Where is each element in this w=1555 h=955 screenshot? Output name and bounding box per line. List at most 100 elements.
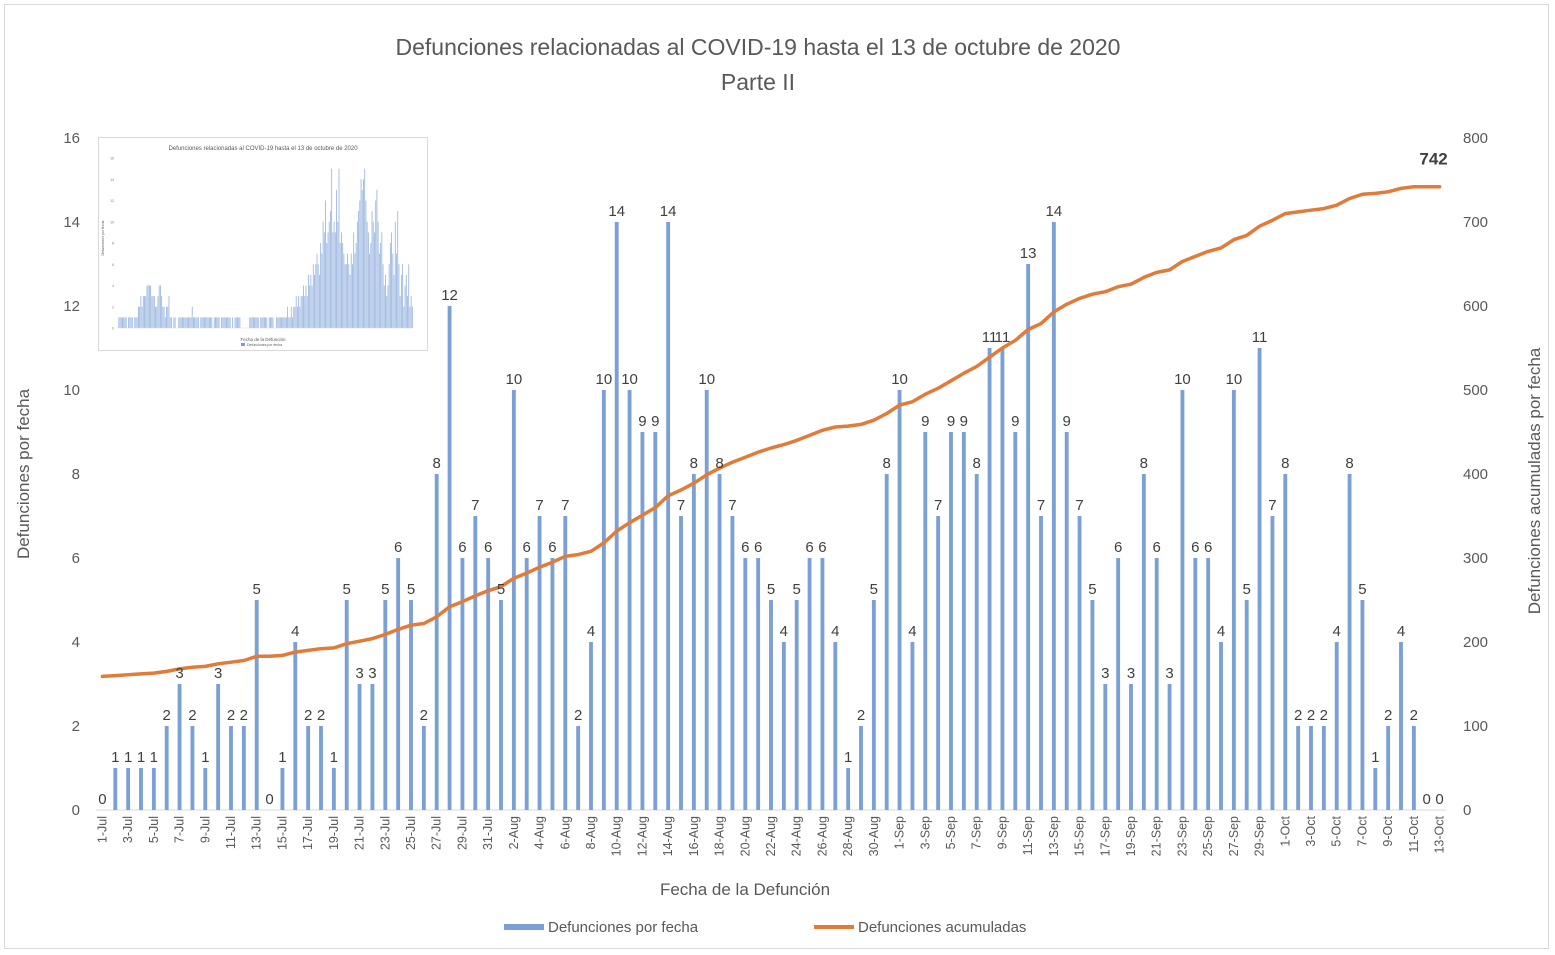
inset-bar bbox=[252, 317, 254, 328]
inset-y-tick-label: 6 bbox=[112, 263, 114, 267]
inset-bar bbox=[156, 306, 158, 328]
x-tick-label: 18-Aug bbox=[713, 816, 727, 856]
inset-bar bbox=[169, 317, 171, 328]
bar bbox=[1283, 474, 1288, 810]
bar bbox=[820, 558, 825, 810]
bar bbox=[1244, 600, 1249, 810]
x-tick-label: 9-Oct bbox=[1381, 815, 1395, 846]
inset-bar bbox=[135, 317, 137, 328]
bar bbox=[987, 348, 992, 810]
inset-bar bbox=[355, 243, 357, 328]
inset-y-tick-label: 4 bbox=[112, 284, 114, 288]
inset-bar bbox=[155, 306, 156, 328]
bar bbox=[691, 474, 696, 810]
inset-bar bbox=[239, 317, 241, 328]
inset-bar bbox=[131, 317, 133, 328]
bar bbox=[1129, 684, 1133, 810]
inset-bar bbox=[334, 232, 336, 328]
bar-data-label: 8 bbox=[1281, 455, 1289, 472]
inset-bar bbox=[341, 232, 342, 328]
bar bbox=[1386, 726, 1391, 810]
bar-data-label: 12 bbox=[441, 287, 458, 304]
x-tick-label: 27-Sep bbox=[1227, 816, 1241, 856]
inset-bar bbox=[207, 317, 209, 328]
x-tick-label: 4-Aug bbox=[533, 816, 547, 849]
inset-bar bbox=[197, 317, 199, 328]
inset-bar bbox=[290, 306, 292, 328]
bar-data-label: 14 bbox=[660, 203, 677, 220]
inset-bar bbox=[123, 317, 125, 328]
bar bbox=[113, 768, 118, 810]
bar-data-label: 3 bbox=[1127, 665, 1135, 682]
bar-data-label: 2 bbox=[1307, 707, 1315, 724]
bar-data-label: 7 bbox=[471, 497, 479, 514]
inset-bar bbox=[350, 253, 352, 328]
bar-data-label: 1 bbox=[330, 749, 338, 766]
bar-data-label: 0 bbox=[265, 791, 273, 808]
bar bbox=[1039, 516, 1043, 810]
bar-data-label: 3 bbox=[1101, 665, 1109, 682]
inset-bar bbox=[189, 317, 191, 328]
inset-bar bbox=[347, 253, 348, 328]
bar-data-label: 5 bbox=[497, 581, 505, 598]
chart-title: Defunciones relacionadas al COVID-19 has… bbox=[396, 34, 1121, 60]
inset-bar bbox=[303, 285, 304, 328]
bar bbox=[550, 558, 555, 810]
bar bbox=[769, 600, 773, 810]
bar bbox=[807, 558, 812, 810]
inset-bar bbox=[352, 264, 353, 328]
inset-bar bbox=[125, 317, 127, 328]
legend-swatch-bar bbox=[504, 924, 544, 930]
bar bbox=[1373, 768, 1378, 810]
x-tick-label: 25-Jul bbox=[404, 816, 418, 850]
inset-bar bbox=[180, 317, 182, 328]
bar bbox=[537, 516, 542, 810]
inset-bar bbox=[409, 306, 411, 328]
inset-bar bbox=[376, 189, 378, 328]
inset-bar bbox=[393, 274, 395, 328]
bar-data-label: 2 bbox=[163, 707, 171, 724]
inset-bar bbox=[392, 253, 394, 328]
bar-data-label: 5 bbox=[1358, 581, 1366, 598]
x-tick-label: 8-Aug bbox=[584, 816, 598, 849]
x-tick-label: 29-Sep bbox=[1253, 816, 1267, 856]
inset-bar bbox=[389, 243, 391, 328]
inset-bar bbox=[190, 317, 192, 328]
bar bbox=[370, 684, 375, 810]
bar-data-label: 10 bbox=[891, 371, 908, 388]
inset-bar bbox=[188, 317, 189, 328]
bar bbox=[1154, 558, 1159, 810]
inset-bar bbox=[328, 221, 330, 328]
bar-data-label: 6 bbox=[1114, 539, 1122, 556]
bar-data-label: 2 bbox=[1294, 707, 1302, 724]
inset-bar bbox=[284, 317, 286, 328]
inset-bar bbox=[411, 306, 413, 328]
inset-bar bbox=[321, 253, 323, 328]
bar-data-label: 1 bbox=[1371, 749, 1379, 766]
inset-bar bbox=[407, 296, 408, 328]
inset-bar bbox=[142, 296, 144, 328]
bar-data-label: 4 bbox=[908, 623, 916, 640]
bar-data-label: 10 bbox=[1226, 371, 1243, 388]
x-tick-label: 11-Sep bbox=[1021, 816, 1035, 855]
bar bbox=[974, 474, 979, 810]
inset-bar bbox=[279, 317, 281, 328]
bar bbox=[897, 390, 902, 810]
inset-bar bbox=[147, 285, 149, 328]
inset-bar bbox=[191, 306, 193, 328]
bar-data-label: 5 bbox=[407, 581, 415, 598]
inset-bar bbox=[305, 285, 307, 328]
bar-data-label: 5 bbox=[1088, 581, 1096, 598]
x-tick-label: 21-Jul bbox=[353, 816, 367, 850]
bar bbox=[1090, 600, 1095, 810]
bar bbox=[409, 600, 413, 810]
x-tick-label: 25-Sep bbox=[1201, 816, 1215, 856]
bar bbox=[203, 768, 208, 810]
inset-bar bbox=[128, 317, 130, 328]
inset-bar bbox=[289, 317, 291, 328]
y2-tick-label: 200 bbox=[1463, 634, 1488, 651]
bar-data-label: 5 bbox=[870, 581, 878, 598]
bar-series bbox=[113, 222, 1416, 810]
bar-data-label: 2 bbox=[1410, 707, 1418, 724]
bar bbox=[666, 222, 671, 810]
